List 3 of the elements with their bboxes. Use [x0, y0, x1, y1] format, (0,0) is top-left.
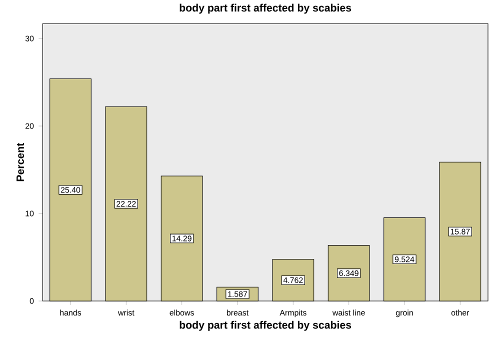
x-axis-title: body part first affected by scabies — [180, 320, 352, 331]
chart-title: body part first affected by scabies — [180, 4, 352, 14]
y-axis-title: Percent — [16, 142, 24, 182]
